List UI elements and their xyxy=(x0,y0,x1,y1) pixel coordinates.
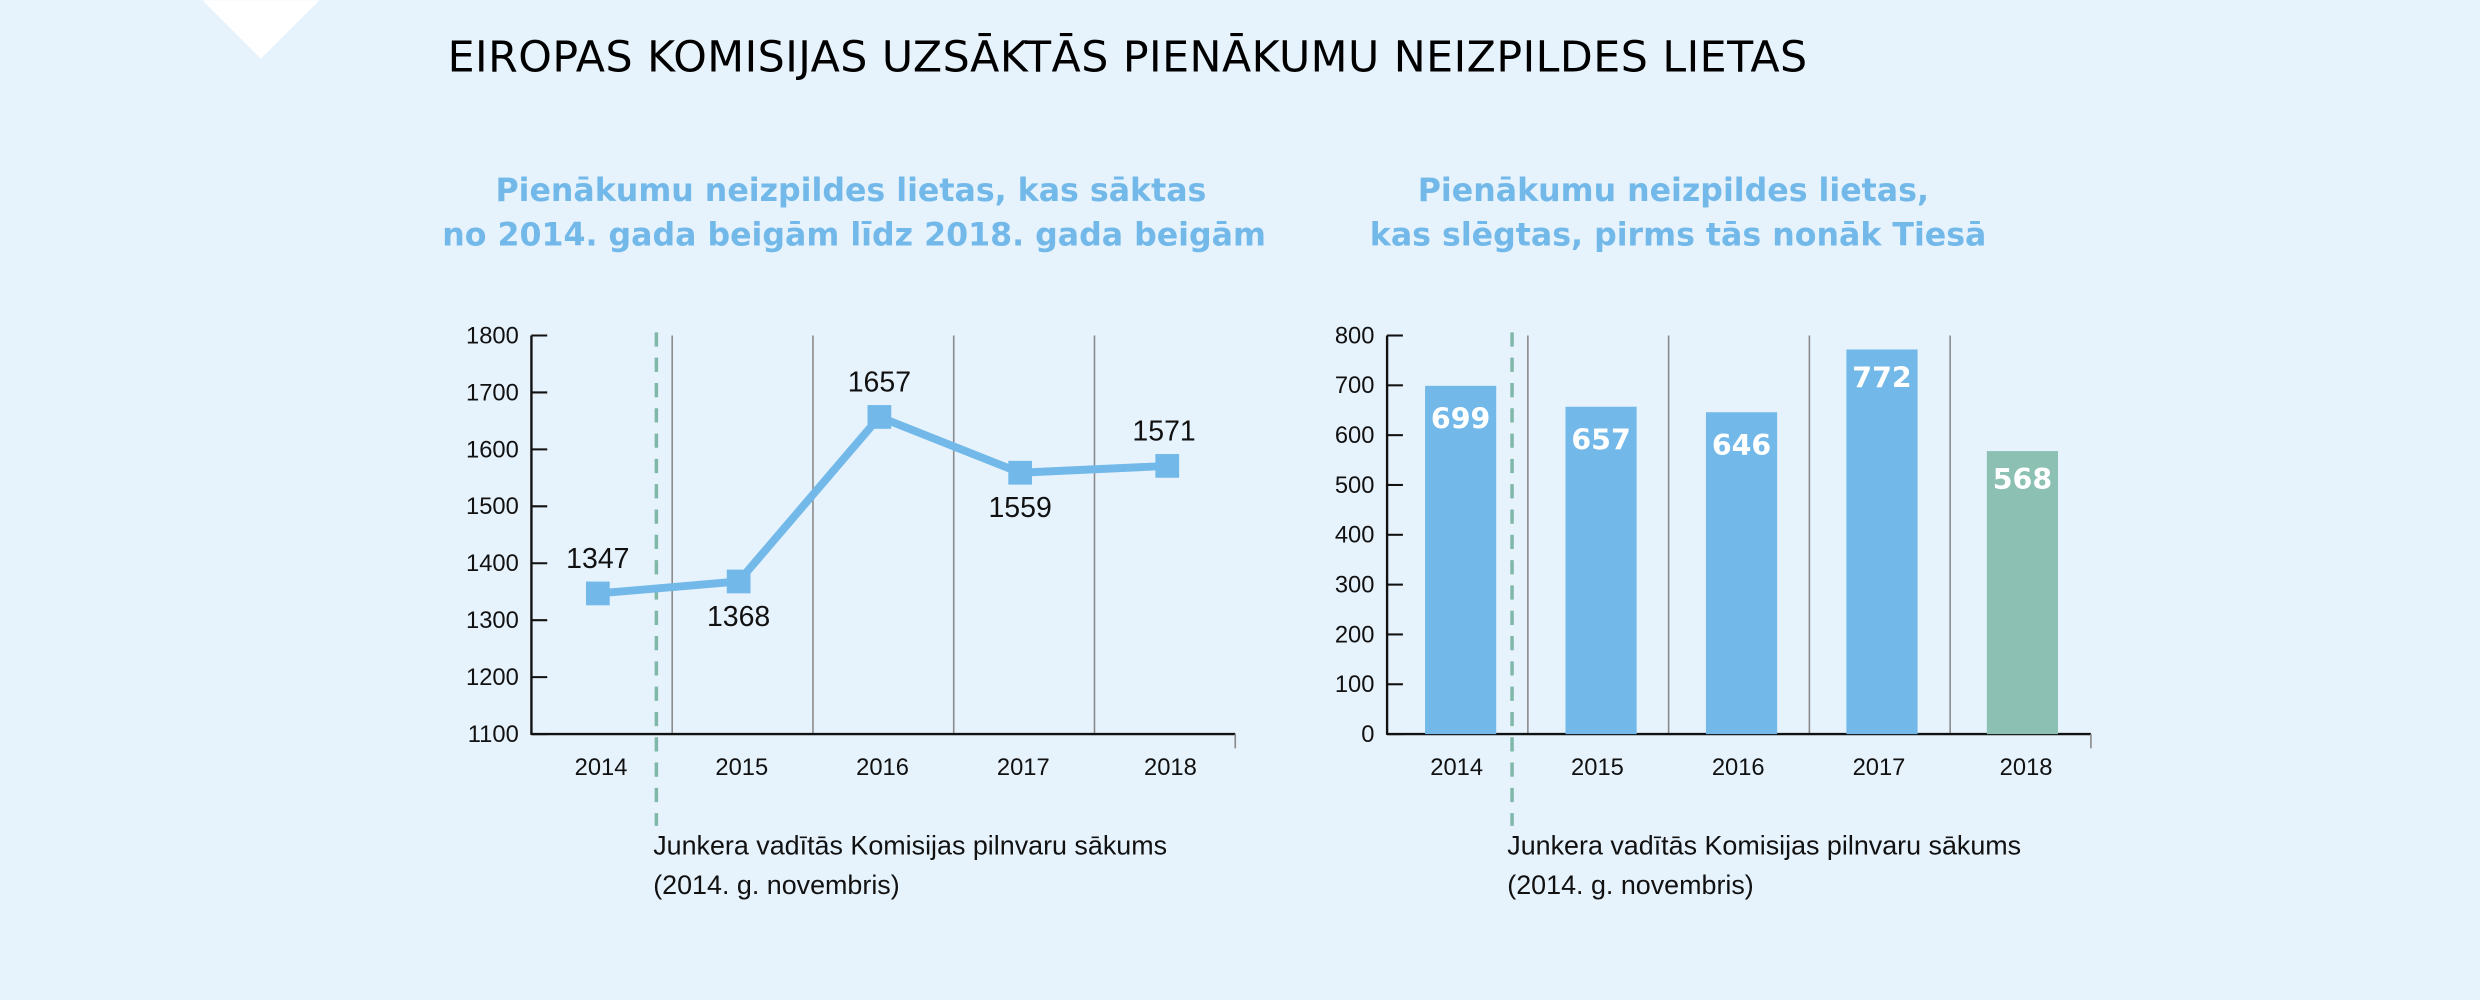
line-chart-x-tick-label: 2016 xyxy=(856,755,909,781)
line-chart-x-tick-label: 2015 xyxy=(715,755,768,781)
bar-chart-x-tick-label: 2015 xyxy=(1571,755,1624,781)
bar-chart-y-tick-label: 200 xyxy=(1335,622,1375,648)
bar xyxy=(1846,349,1918,735)
bar-chart-y-tick-label: 0 xyxy=(1361,722,1374,748)
line-chart-y-tick-label: 1600 xyxy=(466,437,519,463)
line-chart-y-tick-label: 1500 xyxy=(466,494,519,520)
bar-chart-title-1: Pienākumu neizpildes lietas, xyxy=(1418,173,1929,209)
data-label: 1657 xyxy=(848,367,911,399)
bar-chart: 0 100 200 300 400 500 600 700 800 2014 2015 2016 201… xyxy=(1335,323,2092,826)
line-chart-annotation-1: Junkera vadītās Komisijas pilnvaru sākum… xyxy=(653,830,1167,860)
data-label: 1368 xyxy=(707,601,770,633)
line-chart: 1100 1200 1300 1400 1500 1600 1700 1800 2014 2015… xyxy=(466,323,1237,826)
line-chart-y-tick-label: 1700 xyxy=(466,380,519,406)
bar-chart-annotation-1: Junkera vadītās Komisijas pilnvaru sākum… xyxy=(1507,830,2021,860)
bar-chart-title-2: kas slēgtas, pirms tās nonāk Tiesā xyxy=(1370,217,1987,253)
bar-chart-annotation-2: (2014. g. novembris) xyxy=(1507,870,1753,900)
bar xyxy=(1705,412,1778,735)
data-point-marker xyxy=(585,581,610,606)
bar-chart-y-tick-label: 800 xyxy=(1335,323,1375,349)
data-point-marker xyxy=(1008,460,1033,485)
bar xyxy=(1986,451,2059,735)
data-label: 1347 xyxy=(566,543,629,575)
bar-value-label: 699 xyxy=(1431,403,1490,436)
bar-value-label: 657 xyxy=(1571,423,1630,456)
line-chart-y-tick-label: 1100 xyxy=(468,722,519,748)
bar-chart-x-tick-label: 2018 xyxy=(2000,755,2053,781)
line-chart-title-2: no 2014. gada beigām līdz 2018. gada bei… xyxy=(442,217,1266,253)
line-chart-y-tick-label: 1400 xyxy=(466,551,519,577)
data-point-marker xyxy=(1155,454,1180,478)
line-chart-x-tick-label: 2018 xyxy=(1144,755,1197,781)
data-point-marker xyxy=(726,569,751,594)
line-chart-title-1: Pienākumu neizpildes lietas, kas sāktas xyxy=(495,173,1206,209)
line-chart-y-tick-label: 1200 xyxy=(466,665,519,691)
bar xyxy=(1425,385,1497,735)
data-label: 1559 xyxy=(988,492,1051,524)
data-point-marker xyxy=(867,405,892,429)
bar xyxy=(1565,406,1637,735)
bar-chart-y-tick-label: 300 xyxy=(1335,573,1375,599)
bar-chart-x-tick-label: 2017 xyxy=(1853,755,1906,781)
bar-chart-y-tick-label: 600 xyxy=(1335,423,1375,449)
decorative-triangle-icon xyxy=(202,0,320,59)
line-chart-y-tick-label: 1800 xyxy=(466,323,519,349)
bar-value-label: 568 xyxy=(1993,463,2052,496)
data-label: 1571 xyxy=(1132,416,1195,448)
bar-chart-x-tick-label: 2016 xyxy=(1712,755,1765,781)
line-chart-y-tick-label: 1300 xyxy=(466,608,519,634)
line-chart-x-tick-label: 2017 xyxy=(997,755,1050,781)
bar-chart-y-tick-label: 500 xyxy=(1335,473,1375,499)
page-title: EIROPAS KOMISIJAS UZSĀKTĀS PIENĀKUMU NEI… xyxy=(448,32,1808,82)
bar-value-label: 772 xyxy=(1852,361,1911,394)
bar-chart-y-tick-label: 700 xyxy=(1335,373,1375,399)
bar-value-label: 646 xyxy=(1712,429,1771,462)
bar-chart-x-tick-label: 2014 xyxy=(1430,755,1483,781)
line-chart-x-tick-label: 2014 xyxy=(575,755,628,781)
line-chart-annotation-2: (2014. g. novembris) xyxy=(653,870,899,900)
bar-chart-y-tick-label: 100 xyxy=(1335,672,1375,698)
bar-chart-y-tick-label: 400 xyxy=(1335,523,1375,549)
